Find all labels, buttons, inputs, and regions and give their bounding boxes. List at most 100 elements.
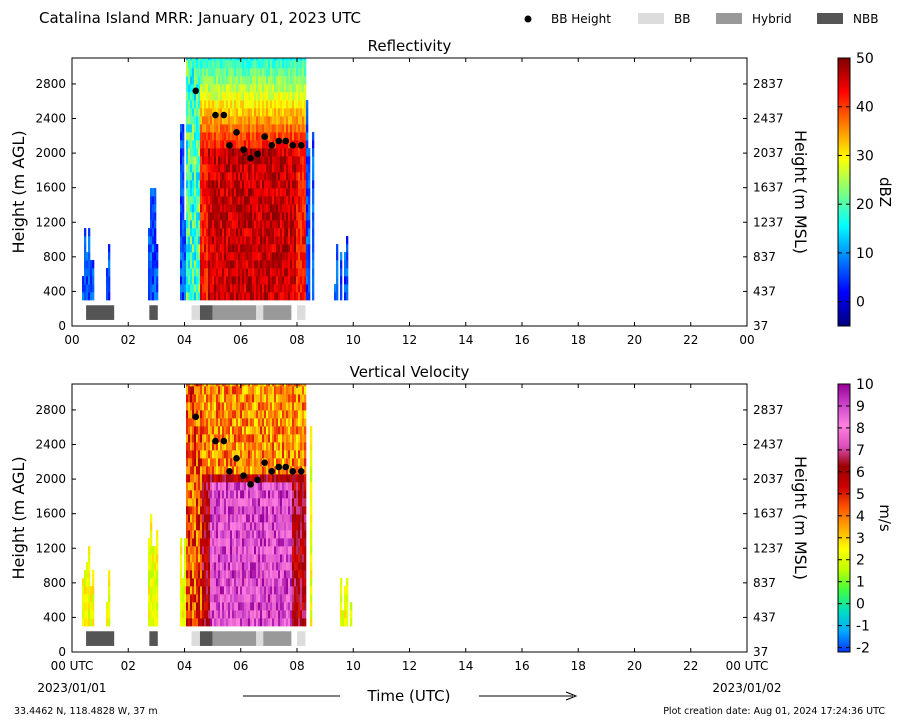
bb-class-segment	[199, 631, 213, 646]
bb-height-point	[268, 142, 275, 149]
bb-height-point	[212, 111, 219, 119]
bb-height-point	[233, 455, 240, 462]
x-tick-label: 22	[683, 333, 698, 347]
colorbar-tick-label: 3	[856, 531, 865, 547]
colorbar-tick-label: -2	[856, 641, 870, 657]
radar-field	[82, 384, 353, 627]
bb-height-point	[240, 472, 247, 479]
x-tick-label: 02	[121, 659, 136, 673]
y2-tick-label: 1237	[753, 541, 784, 555]
y-tick-label: 2800	[35, 403, 66, 417]
bb-height-point	[226, 468, 233, 475]
colorbar-tick-label: 0	[856, 295, 865, 311]
legend-label: Hybrid	[752, 12, 792, 26]
y2-tick-label: 2837	[753, 403, 784, 417]
start-date-label: 2023/01/01	[37, 681, 106, 695]
y-tick-label: 400	[43, 610, 66, 624]
legend-swatch	[638, 13, 664, 24]
y2-tick-label: 837	[753, 576, 776, 590]
bb-height-point	[212, 437, 219, 445]
colorbar-label: dBZ	[876, 177, 894, 207]
bb-height-point	[240, 146, 247, 153]
colorbar-tick-label: 7	[856, 443, 865, 459]
bb-class-segment	[149, 305, 158, 320]
colorbar-tick-label: 30	[856, 148, 874, 164]
y2-tick-label: 2437	[753, 112, 784, 126]
bb-class-segment	[191, 305, 200, 320]
y2-tick-label: 37	[753, 645, 768, 659]
x-tick-label: 14	[458, 659, 473, 673]
y-tick-label: 1600	[35, 181, 66, 195]
bb-height-point	[220, 111, 228, 119]
colorbar-tick-label: 9	[856, 399, 865, 415]
creation-date-text: Plot creation date: Aug 01, 2024 17:24:3…	[663, 706, 885, 717]
x-tick-label: 14	[458, 333, 473, 347]
y-tick-label: 0	[58, 645, 66, 659]
bb-height-point	[192, 87, 200, 95]
panel-title: Reflectivity	[368, 37, 452, 55]
x-tick-label: 16	[514, 659, 529, 673]
colorbar-tick-label: 0	[856, 597, 865, 613]
y2-axis-label: Height (m MSL)	[791, 130, 810, 254]
colorbar-tick-label: 1	[856, 575, 865, 591]
colorbar-tick-label: -1	[856, 619, 870, 635]
legend-swatch	[716, 13, 742, 24]
bb-height-point	[282, 137, 290, 145]
plot-frame	[71, 57, 748, 327]
colorbar-tick-label: 20	[856, 197, 874, 213]
y-tick-label: 2000	[35, 472, 66, 486]
colorbar-tick-label: 10	[856, 246, 874, 262]
x-tick-label: 16	[514, 333, 529, 347]
figure-title: Catalina Island MRR: January 01, 2023 UT…	[39, 9, 361, 27]
bb-class-segment	[86, 631, 115, 646]
x-tick-label: 04	[177, 333, 192, 347]
colorbar	[837, 57, 851, 327]
colorbar-tick-label: 6	[856, 465, 865, 481]
legend-label: BB Height	[551, 12, 611, 26]
y-axis-label: Height (m AGL)	[9, 130, 28, 253]
y2-tick-label: 1637	[753, 181, 784, 195]
bb-height-point	[289, 142, 297, 149]
x-tick-label: 00	[739, 333, 754, 347]
y-tick-label: 1200	[35, 215, 66, 229]
y-tick-label: 2400	[35, 438, 66, 452]
x-tick-label: 10	[346, 659, 361, 673]
radar-field	[82, 58, 349, 301]
colorbar-tick-label: 4	[856, 509, 865, 525]
colorbar-label: m/s	[876, 504, 894, 532]
legend-swatch	[817, 13, 843, 24]
x-tick-label: 12	[402, 659, 417, 673]
x-tick-label: 06	[233, 659, 248, 673]
plot-frame	[71, 383, 748, 653]
colorbar-tick-label: 50	[856, 51, 874, 67]
colorbar-tick-label: 40	[856, 100, 874, 116]
legend-label: NBB	[853, 12, 878, 26]
x-tick-label: 18	[571, 659, 586, 673]
colorbar-tick-label: 2	[856, 553, 865, 569]
bb-class-segment	[297, 305, 306, 320]
bb-height-point	[226, 142, 233, 149]
bb-class-segment	[263, 631, 292, 646]
colorbar-tick-label: 5	[856, 487, 865, 503]
y2-tick-label: 2837	[753, 77, 784, 91]
y-tick-label: 1600	[35, 507, 66, 521]
y2-tick-label: 437	[753, 610, 776, 624]
y2-tick-label: 1237	[753, 215, 784, 229]
y-tick-label: 2000	[35, 146, 66, 160]
bb-class-segment	[199, 305, 213, 320]
bb-height-point	[275, 137, 283, 145]
x-tick-label: 08	[289, 333, 304, 347]
x-tick-label: 20	[627, 333, 642, 347]
y2-tick-label: 2037	[753, 146, 784, 160]
x-tick-label: 00 UTC	[51, 659, 94, 673]
y2-tick-label: 1637	[753, 507, 784, 521]
bb-height-point	[220, 437, 228, 445]
y-tick-label: 2400	[35, 112, 66, 126]
location-text: 33.4462 N, 118.4828 W, 37 m	[14, 706, 158, 717]
y-axis-label: Height (m AGL)	[9, 456, 28, 579]
x-tick-label: 06	[233, 333, 248, 347]
